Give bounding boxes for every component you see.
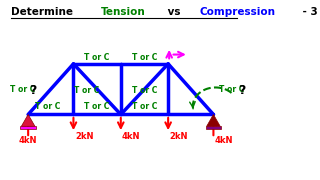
Text: T or C: T or C <box>10 85 35 94</box>
Text: 4kN: 4kN <box>121 132 140 141</box>
Text: ?: ? <box>238 84 245 97</box>
Text: 4kN: 4kN <box>19 136 37 145</box>
Text: 2kN: 2kN <box>75 132 93 141</box>
Bar <box>206 126 221 129</box>
Text: T or C: T or C <box>132 53 157 62</box>
Text: vs: vs <box>164 7 184 17</box>
Text: T or C: T or C <box>74 86 100 95</box>
Text: 4kN: 4kN <box>214 136 233 145</box>
Text: T or C: T or C <box>84 53 110 62</box>
Bar <box>20 126 36 129</box>
Text: ?: ? <box>29 84 36 97</box>
Text: Tension: Tension <box>101 7 146 17</box>
Text: 2kN: 2kN <box>170 132 188 141</box>
Text: T or C: T or C <box>35 102 60 111</box>
Polygon shape <box>21 114 35 126</box>
Text: T or C: T or C <box>84 102 110 111</box>
Text: T or C: T or C <box>132 86 157 95</box>
Text: T or C: T or C <box>132 102 157 111</box>
Polygon shape <box>207 114 220 126</box>
Text: T or C: T or C <box>219 85 244 94</box>
Text: Determine: Determine <box>11 7 77 17</box>
Text: Compression: Compression <box>200 7 276 17</box>
Text: - 3: - 3 <box>299 7 317 17</box>
